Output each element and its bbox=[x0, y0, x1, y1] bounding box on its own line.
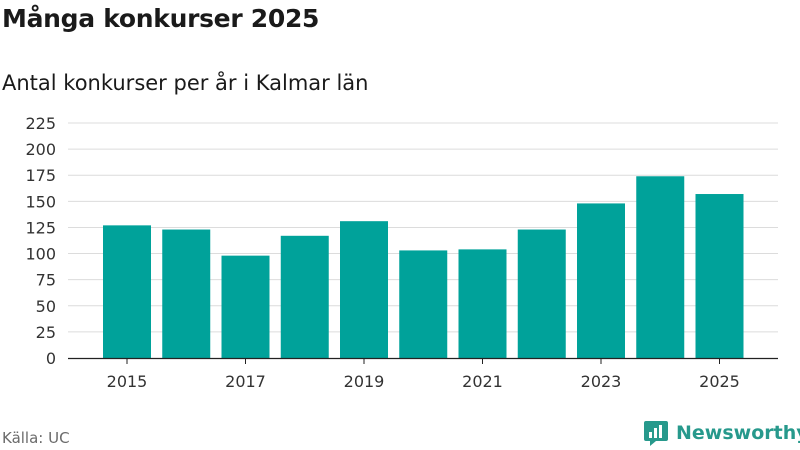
brand-name: Newsworthy bbox=[676, 422, 800, 444]
y-tick-label: 150 bbox=[25, 192, 56, 211]
bar-2019 bbox=[340, 221, 388, 358]
y-tick-label: 75 bbox=[36, 271, 56, 290]
chart-subtitle: Antal konkurser per år i Kalmar län bbox=[2, 71, 369, 95]
chart-title: Många konkurser 2025 bbox=[2, 4, 320, 33]
x-tick-label: 2015 bbox=[107, 372, 148, 391]
bars bbox=[103, 176, 744, 358]
bar-2025 bbox=[695, 194, 744, 358]
x-tick-labels: 2015 2017 2019 2021 2023 2025 bbox=[107, 372, 740, 391]
bar-2022 bbox=[517, 229, 566, 358]
bar-2016 bbox=[162, 229, 211, 358]
y-tick-label: 200 bbox=[25, 140, 56, 159]
x-tick-label: 2017 bbox=[225, 372, 266, 391]
x-axis bbox=[68, 357, 778, 364]
y-tick-label: 100 bbox=[25, 245, 56, 264]
y-tick-label: 225 bbox=[25, 114, 56, 133]
y-tick-label: 0 bbox=[46, 349, 56, 368]
bar-2017 bbox=[221, 255, 270, 358]
bar-2023 bbox=[577, 203, 625, 358]
brand-logo: Newsworthy bbox=[643, 419, 800, 447]
x-tick-label: 2023 bbox=[581, 372, 622, 391]
x-tick-label: 2025 bbox=[699, 372, 740, 391]
bar-2024 bbox=[636, 176, 685, 358]
bar-2020 bbox=[399, 250, 448, 358]
x-tick-label: 2019 bbox=[344, 372, 385, 391]
x-tick-label: 2021 bbox=[462, 372, 503, 391]
source-note: Källa: UC bbox=[2, 429, 70, 447]
bar-2021 bbox=[458, 249, 507, 358]
y-tick-label: 175 bbox=[25, 166, 56, 185]
y-tick-label: 25 bbox=[36, 323, 56, 342]
y-tick-label: 125 bbox=[25, 218, 56, 237]
y-tick-labels: 0 25 50 75 100 125 150 175 200 225 bbox=[25, 114, 56, 368]
bar-2015 bbox=[103, 225, 151, 358]
bar-2018 bbox=[280, 235, 329, 358]
newsworthy-logo-icon bbox=[644, 421, 668, 446]
y-tick-label: 50 bbox=[36, 297, 56, 316]
